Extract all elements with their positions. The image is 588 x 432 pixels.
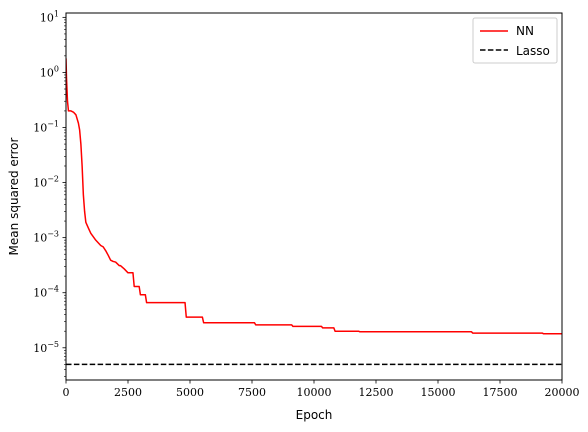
x-tick-label: 2500 <box>114 386 142 399</box>
x-axis: 0 2500 5000 7500 10000 12500 15000 17500 20000 <box>63 380 580 399</box>
legend-box <box>472 17 558 64</box>
x-axis-label: Epoch <box>296 408 333 422</box>
x-tick-label: 5000 <box>176 386 204 399</box>
y-axis: 10−5 10−4 10−3 10−2 10−1 100 101 <box>33 9 66 377</box>
series-line-nn <box>66 58 562 335</box>
y-axis-label: Mean squared error <box>7 137 21 255</box>
y-tick-label: 100 <box>40 64 59 79</box>
y-tick-label: 10−5 <box>33 340 59 355</box>
x-tick-label: 0 <box>63 386 70 399</box>
x-tick-label: 7500 <box>238 386 266 399</box>
x-tick-label: 17500 <box>483 386 518 399</box>
plot-frame <box>65 12 563 381</box>
y-tick-label: 10−1 <box>33 120 59 135</box>
x-tick-label: 15000 <box>421 386 456 399</box>
x-tick-label: 12500 <box>359 386 394 399</box>
legend: NN Lasso <box>472 17 558 64</box>
legend-label-lasso: Lasso <box>516 44 550 58</box>
y-tick-label: 10−4 <box>33 285 59 300</box>
x-tick-label: 20000 <box>545 386 580 399</box>
series-layer <box>66 58 562 366</box>
x-tick-label: 10000 <box>297 386 332 399</box>
y-tick-label: 10−2 <box>33 175 59 190</box>
legend-label-nn: NN <box>516 24 534 38</box>
y-tick-label: 101 <box>40 9 59 24</box>
y-tick-label: 10−3 <box>33 230 59 245</box>
